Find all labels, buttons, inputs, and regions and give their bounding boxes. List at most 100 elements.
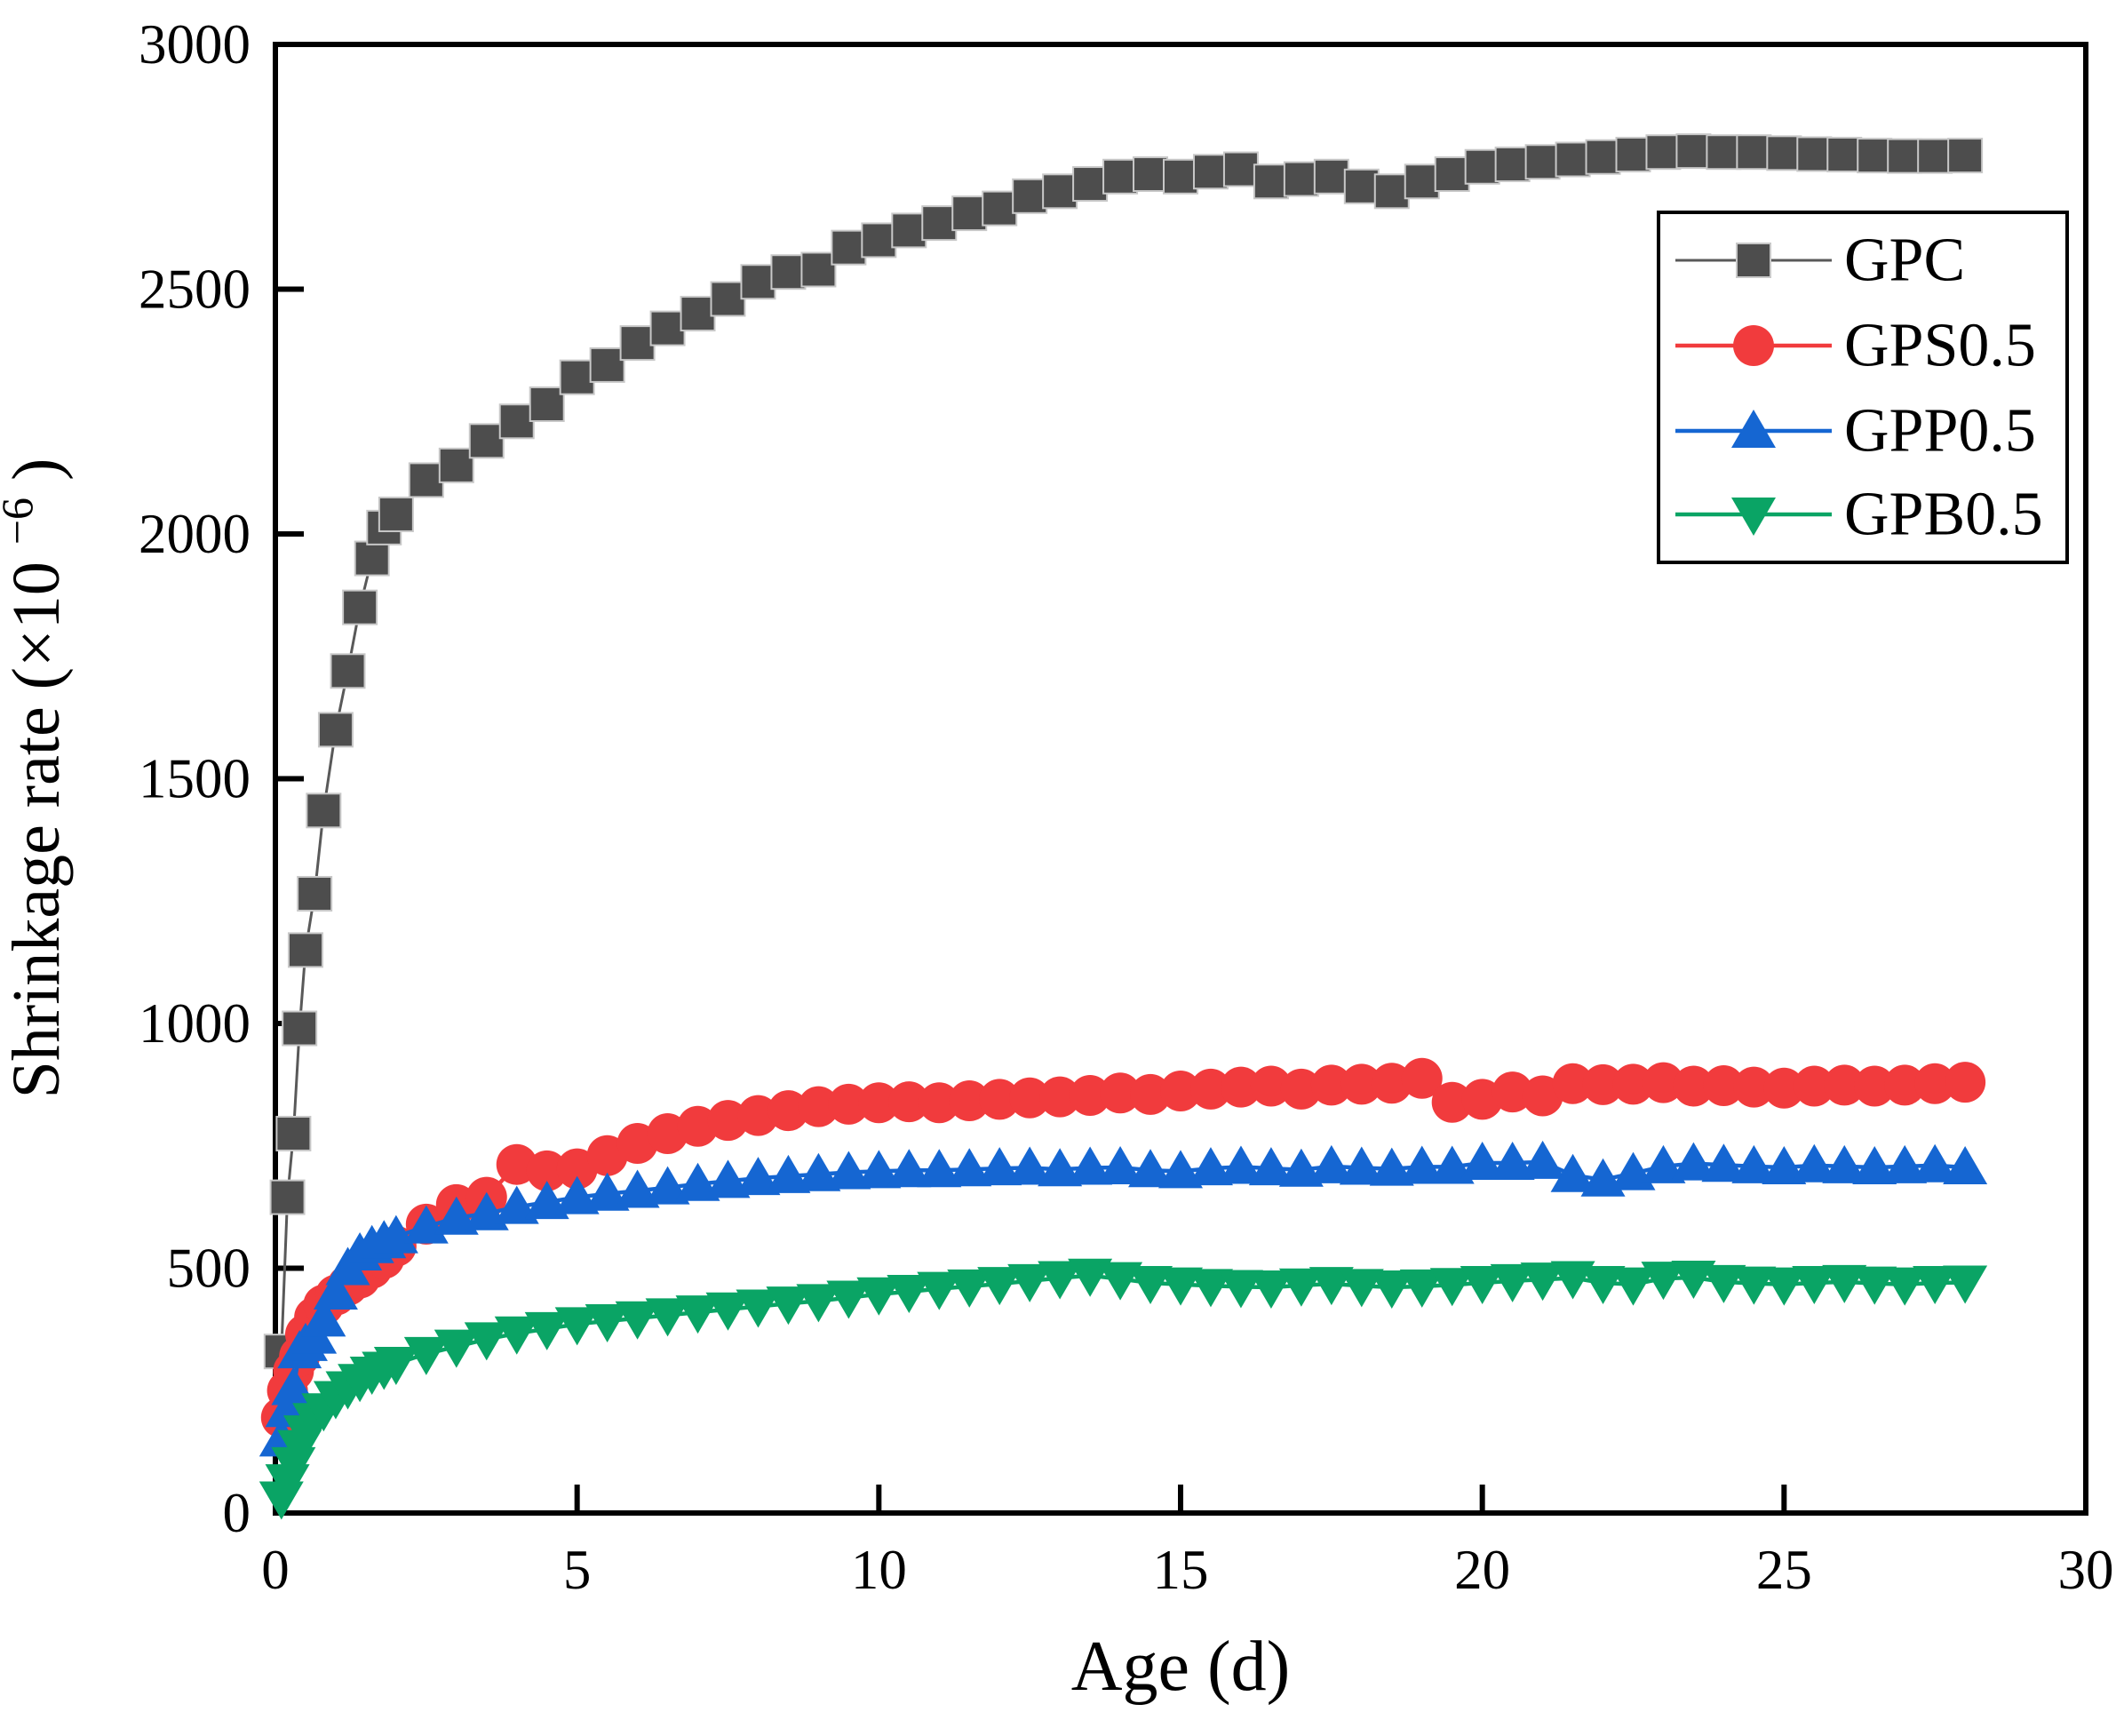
y-tick-label: 500 bbox=[167, 1238, 251, 1300]
data-point-marker bbox=[1222, 151, 1259, 187]
data-point-marker bbox=[619, 325, 656, 362]
data-point-marker bbox=[1009, 1077, 1051, 1119]
data-point-marker bbox=[1854, 1065, 1896, 1107]
data-point-marker bbox=[1492, 1071, 1533, 1113]
data-point-marker bbox=[947, 1148, 992, 1187]
data-point-marker bbox=[1042, 173, 1078, 210]
data-point-marker bbox=[585, 1172, 630, 1211]
data-point-marker bbox=[947, 1269, 992, 1308]
data-point-marker bbox=[1766, 135, 1802, 171]
data-point-marker bbox=[1884, 1064, 1926, 1106]
data-point-marker bbox=[1218, 1270, 1263, 1309]
legend-entry: GPB0.5 bbox=[1675, 481, 2043, 549]
y-tick-label: 2000 bbox=[139, 503, 251, 565]
data-point-marker bbox=[1490, 1263, 1535, 1302]
data-point-marker bbox=[1555, 141, 1591, 178]
data-point-marker bbox=[1550, 1153, 1595, 1192]
data-point-marker bbox=[736, 1157, 781, 1196]
data-point-marker bbox=[301, 1298, 346, 1337]
y-tick-label: 1500 bbox=[139, 748, 251, 810]
data-point-marker bbox=[1552, 1063, 1594, 1104]
x-axis-ticks bbox=[273, 1485, 2088, 1513]
data-point-marker bbox=[1882, 1144, 1928, 1183]
data-point-marker bbox=[1038, 1148, 1083, 1187]
data-point-marker bbox=[1399, 1269, 1444, 1308]
data-point-marker bbox=[826, 1151, 871, 1190]
data-point-marker bbox=[1373, 173, 1410, 210]
data-point-marker bbox=[1736, 243, 1771, 278]
data-point-marker bbox=[1792, 1143, 1837, 1183]
data-point-marker bbox=[737, 1095, 779, 1136]
data-point-marker bbox=[1038, 1261, 1083, 1300]
data-point-marker bbox=[861, 222, 897, 259]
legend-entries: GPC GPS0.5 GPP0.5 GPB0.5 bbox=[1675, 227, 2043, 549]
data-point-marker bbox=[1220, 1066, 1261, 1108]
data-point-marker bbox=[1736, 134, 1772, 171]
data-point-marker bbox=[378, 496, 414, 532]
data-point-marker bbox=[796, 1284, 841, 1323]
data-point-marker bbox=[1192, 154, 1229, 190]
data-point-marker bbox=[1404, 163, 1440, 200]
y-axis-title-prefix: Shrinkage rate (×10 bbox=[0, 561, 74, 1098]
data-point-marker bbox=[887, 1149, 932, 1188]
y-axis-ticks bbox=[275, 42, 304, 1516]
data-point-marker bbox=[770, 254, 807, 291]
series-line bbox=[279, 1273, 1966, 1500]
data-point-marker bbox=[1431, 1081, 1473, 1123]
data-point-marker bbox=[1731, 498, 1776, 536]
legend-entry: GPS0.5 bbox=[1675, 312, 2036, 380]
data-point-marker bbox=[1943, 1265, 1988, 1304]
data-point-marker bbox=[498, 403, 535, 440]
y-tick-label: 1000 bbox=[139, 992, 251, 1055]
data-point-marker bbox=[645, 1298, 690, 1337]
data-point-marker bbox=[828, 1083, 870, 1125]
data-point-marker bbox=[282, 1010, 318, 1047]
x-tick-label: 5 bbox=[563, 1539, 592, 1601]
y-axis-title: Shrinkage rate (×10 −6 ) bbox=[0, 458, 74, 1099]
data-point-marker bbox=[1524, 144, 1561, 180]
data-point-marker bbox=[529, 386, 565, 422]
data-point-marker bbox=[826, 1280, 871, 1319]
data-point-marker bbox=[1822, 1144, 1867, 1183]
data-point-marker bbox=[1762, 1267, 1807, 1306]
data-point-marker bbox=[705, 1159, 751, 1198]
data-point-marker bbox=[524, 1311, 569, 1350]
data-point-marker bbox=[1280, 1068, 1322, 1110]
data-point-marker bbox=[1520, 1262, 1565, 1302]
data-point-marker bbox=[1703, 1064, 1745, 1106]
data-point-marker bbox=[554, 1175, 600, 1214]
data-point-marker bbox=[919, 1082, 960, 1124]
data-point-marker bbox=[494, 1316, 539, 1355]
data-point-marker bbox=[1580, 1266, 1626, 1305]
legend-box bbox=[1657, 211, 2069, 564]
x-axis-title: Age (d) bbox=[1071, 1628, 1291, 1706]
data-point-marker bbox=[675, 1295, 720, 1334]
data-point-marker bbox=[1070, 1074, 1111, 1116]
y-axis-title-exponent: −6 bbox=[0, 498, 42, 545]
data-point-marker bbox=[1641, 1144, 1686, 1183]
data-point-marker bbox=[1128, 1266, 1173, 1305]
data-point-marker bbox=[1675, 133, 1712, 170]
data-point-marker bbox=[403, 1336, 449, 1375]
data-point-marker bbox=[1343, 168, 1380, 204]
data-point-marker bbox=[707, 1100, 749, 1142]
data-point-marker bbox=[1369, 1270, 1414, 1309]
data-point-marker bbox=[800, 251, 837, 288]
data-point-marker bbox=[675, 1162, 720, 1201]
data-point-marker bbox=[1611, 1267, 1656, 1306]
data-point-marker bbox=[979, 1079, 1021, 1120]
data-point-marker bbox=[1188, 1147, 1233, 1186]
data-point-marker bbox=[408, 462, 444, 498]
data-point-marker bbox=[740, 264, 776, 300]
data-point-marker bbox=[1339, 1269, 1384, 1308]
data-point-marker bbox=[1429, 1268, 1475, 1307]
data-point-marker bbox=[891, 212, 927, 249]
data-point-marker bbox=[1824, 1064, 1865, 1106]
data-point-marker bbox=[1309, 1267, 1354, 1306]
data-point-marker bbox=[1128, 1149, 1173, 1188]
data-point-marker bbox=[1731, 1144, 1777, 1183]
data-point-marker bbox=[1913, 1266, 1958, 1305]
data-point-marker bbox=[1133, 156, 1169, 193]
data-point-marker bbox=[798, 1086, 839, 1127]
y-axis-tick-labels: 0 500 1000 1500 2000 2500 3000 bbox=[139, 13, 251, 1544]
